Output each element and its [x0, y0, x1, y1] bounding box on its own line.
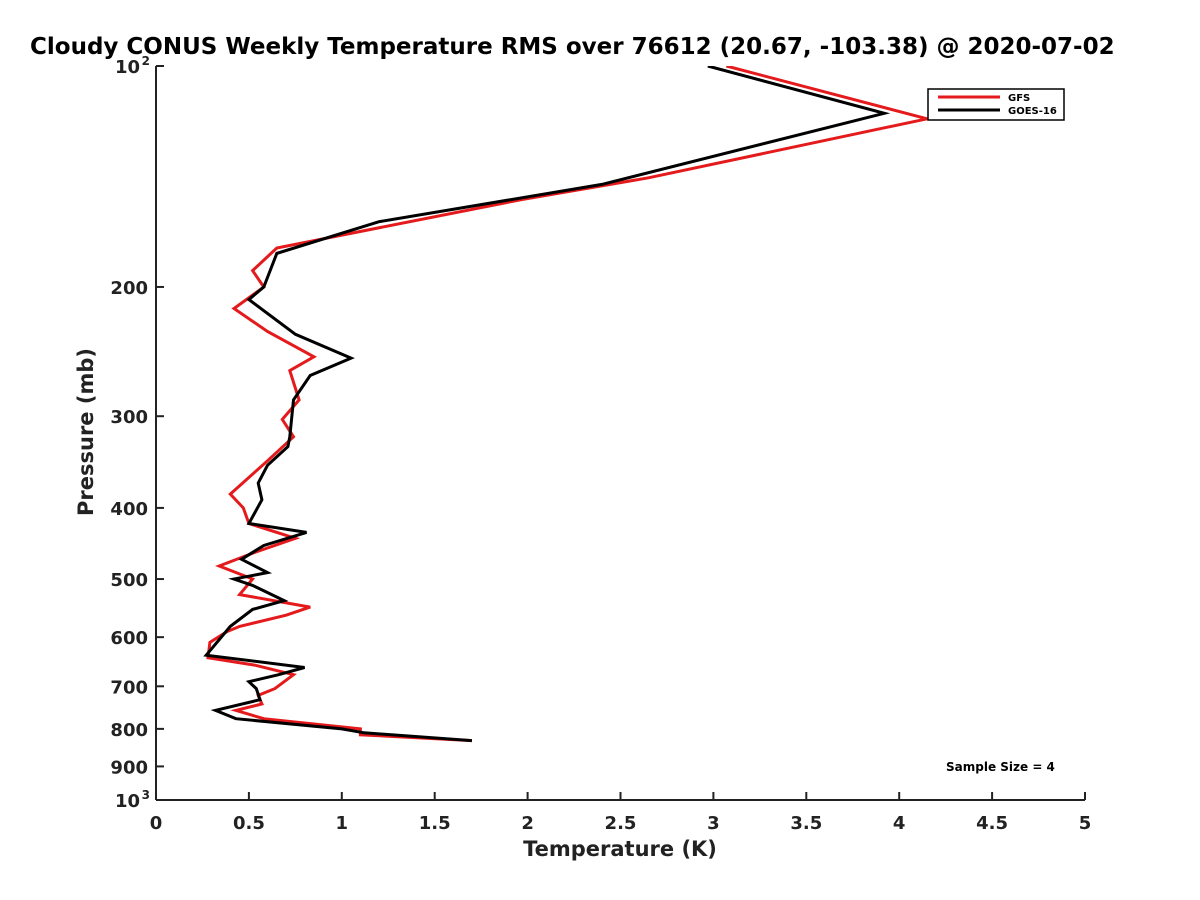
plot-area — [203, 66, 928, 743]
y-tick-label: 10 — [115, 791, 140, 812]
axes: 0 0.5 1 1.5 2 2.5 3 3.5 4 4.5 510 22003004005006007… — [110, 54, 1091, 834]
y-tick-label: 700 — [110, 677, 148, 698]
chart-title: Cloudy CONUS Weekly Temperature RMS over… — [30, 34, 1115, 60]
legend-box — [927, 88, 1065, 121]
y-tick-label: 200 — [110, 278, 148, 299]
y-tick-label: 900 — [110, 757, 148, 778]
sample-size-annotation: Sample Size = 4 — [946, 760, 1055, 774]
x-tick-label: 1 — [336, 813, 349, 834]
x-tick-label: 4 — [893, 813, 906, 834]
legend-entry-label: GOES-16 — [1008, 106, 1057, 117]
series-line-gfs — [206, 66, 928, 743]
y-tick-label: 500 — [110, 570, 148, 591]
x-tick-label: 0.5 — [233, 813, 265, 834]
x-tick-label: 0 — [150, 813, 163, 834]
y-tick-exponent: 3 — [142, 788, 150, 802]
x-tick-label: 4.5 — [976, 813, 1008, 834]
y-tick-label: 10 — [115, 57, 140, 78]
series-line-goes-16 — [203, 66, 891, 743]
x-tick-label: 1.5 — [419, 813, 451, 834]
x-axis-label: Temperature (K) — [523, 837, 717, 861]
x-tick-label: 2 — [521, 813, 534, 834]
x-tick-label: 3 — [707, 813, 720, 834]
y-tick-label: 300 — [110, 407, 148, 428]
y-tick-exponent: 2 — [142, 54, 150, 68]
y-tick-label: 400 — [110, 499, 148, 520]
x-tick-label: 5 — [1079, 813, 1092, 834]
x-tick-label: 2.5 — [605, 813, 637, 834]
legend-entry-label: GFS — [1008, 93, 1030, 104]
y-tick-label: 800 — [110, 720, 148, 741]
x-tick-label: 3.5 — [790, 813, 822, 834]
y-tick-label: 600 — [110, 628, 148, 649]
y-axis-label: Pressure (mb) — [74, 348, 98, 516]
legend: GFS GOES-16 — [927, 88, 1065, 121]
